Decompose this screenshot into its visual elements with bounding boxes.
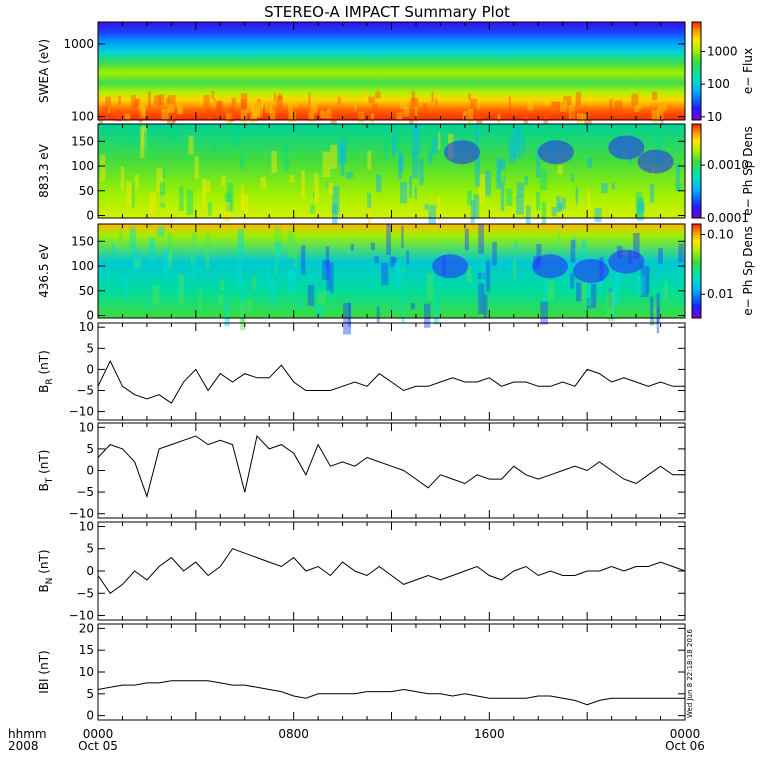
heatmap-texture-2 xyxy=(100,124,683,229)
y-tick-label: 20 xyxy=(79,621,94,635)
y-axis-label-1: SWEA (eV) xyxy=(37,39,51,103)
y-tick-label: −5 xyxy=(76,586,94,600)
x-tick-time: 1600 xyxy=(474,727,505,741)
y-tick-label: 0 xyxy=(86,309,94,323)
y-axis-label-4: BR (nT) xyxy=(37,350,55,393)
panel-3: 0.01 0.10 e− Ph Sp Dens 436.5 eV 0 50 100 150 xyxy=(37,223,755,335)
colorbar-scale-3 xyxy=(691,223,702,319)
panel-frame-7 xyxy=(97,623,686,721)
heatmap-texture-1 xyxy=(99,90,667,130)
colorbar-tick-label: 0.0001 xyxy=(707,211,749,225)
y-tick-label: −10 xyxy=(69,507,94,521)
y-tick-label: 10 xyxy=(79,420,94,434)
y-tick-label: 100 xyxy=(71,110,94,124)
y-axis-label-2: 883.3 eV xyxy=(37,143,51,198)
y-tick-label: 50 xyxy=(79,184,94,198)
y-tick-label: 150 xyxy=(71,134,94,148)
colorbar-scale-2 xyxy=(691,123,702,219)
y-axis-label-6: BN (nT) xyxy=(37,549,55,592)
y-tick-label: −5 xyxy=(76,485,94,499)
y-tick-label: 0 xyxy=(86,362,94,376)
y-tick-label: −10 xyxy=(69,609,94,623)
y-tick-label: 10 xyxy=(79,519,94,533)
y-tick-label: 15 xyxy=(79,643,94,657)
x-axis-row1-label: hhmm xyxy=(8,727,47,741)
colorbar-tick-label: 0.0010 xyxy=(707,158,749,172)
y-tick-label: 150 xyxy=(71,234,94,248)
y-tick-label: 5 xyxy=(86,687,94,701)
heatmap-fill-1 xyxy=(98,22,685,120)
colorbar-tick-label: 10 xyxy=(707,110,722,124)
y-axis-label-sub: N xyxy=(45,578,55,585)
x-tick-time: 0000 xyxy=(670,727,701,741)
y-tick-label: 0 xyxy=(86,564,94,578)
colorbar-3: 0.01 0.10 e− Ph Sp Dens xyxy=(691,223,755,319)
y-tick-label: 5 xyxy=(86,542,94,556)
y-tick-label: 10 xyxy=(79,320,94,334)
series-line-7 xyxy=(97,680,685,706)
colorbar-1: 10 100 1000 e− Flux xyxy=(691,21,755,124)
y-axis-label-unit: (nT) xyxy=(37,549,51,577)
y-axis-label-main: B xyxy=(37,483,51,491)
y-tick-label: 0 xyxy=(86,209,94,223)
panel-frame-4 xyxy=(97,322,686,421)
y-tick-label: 100 xyxy=(71,259,94,273)
x-tick-date: Oct 06 xyxy=(665,739,705,753)
y-axis-label-5: BT (nT) xyxy=(37,450,55,492)
colorbar-tick-label: 0.10 xyxy=(707,228,734,242)
y-axis-label-unit: (nT) xyxy=(37,650,51,678)
y-axis-label-main: B xyxy=(37,385,51,393)
heatmap-fill-2 xyxy=(98,124,685,218)
plot-title: STEREO-A IMPACT Summary Plot xyxy=(264,3,510,21)
colorbar-tick-label: 100 xyxy=(707,77,730,91)
y-tick-label: 0 xyxy=(86,709,94,723)
y-tick-label: 1000 xyxy=(63,37,94,51)
y-axis-label-7: IBI (nT) xyxy=(37,650,51,693)
y-tick-label: −5 xyxy=(76,383,94,397)
y-axis-label-unit: (nT) xyxy=(37,350,51,378)
panel-5: BT (nT) −10 −5 0 5 10 xyxy=(37,420,686,521)
y-tick-label: 50 xyxy=(79,284,94,298)
x-tick-date: Oct 05 xyxy=(78,739,118,753)
series-line-4 xyxy=(97,359,685,404)
y-axis-label-main: B xyxy=(37,584,51,592)
y-axis-label-sub: T xyxy=(45,477,55,484)
panel-7: IBI (nT) 0 5 10 15 20 xyxy=(37,621,686,723)
colorbar-label-2: e− Ph Sp Dens xyxy=(741,126,755,215)
y-tick-label: 5 xyxy=(86,341,94,355)
x-axis-row2-label: 2008 xyxy=(8,739,39,753)
panel-frame-5 xyxy=(97,422,686,519)
panel-4: BR (nT) −10 −5 0 5 10 xyxy=(37,320,686,421)
y-tick-label: −10 xyxy=(69,405,94,419)
series-line-5 xyxy=(97,434,685,499)
x-tick-time: 0800 xyxy=(278,727,309,741)
timestamp: Wed Jun 8 22:18:18 2016 xyxy=(686,629,694,718)
y-tick-label: 5 xyxy=(86,442,94,456)
y-tick-label: 0 xyxy=(86,464,94,478)
y-axis-label-3: 436.5 eV xyxy=(37,243,51,298)
y-axis-label-sub: R xyxy=(45,378,55,384)
colorbar-label-1: e− Flux xyxy=(741,48,755,94)
colorbar-tick-label: 1000 xyxy=(707,45,738,59)
x-tick-time: 0000 xyxy=(83,727,114,741)
panel-6: BN (nT) −10 −5 0 5 10 xyxy=(37,519,686,623)
y-tick-label: 100 xyxy=(71,159,94,173)
y-axis-label-main: IBI xyxy=(37,678,51,693)
y-tick-label: 10 xyxy=(79,665,94,679)
y-axis-label-unit: (nT) xyxy=(37,450,51,478)
series-line-6 xyxy=(97,548,686,595)
heatmap-texture-3 xyxy=(111,224,684,335)
colorbar-tick-label: 0.01 xyxy=(707,287,734,301)
colorbar-label-3: e− Ph Sp Dens xyxy=(741,226,755,315)
colorbar-scale-1 xyxy=(691,21,702,121)
